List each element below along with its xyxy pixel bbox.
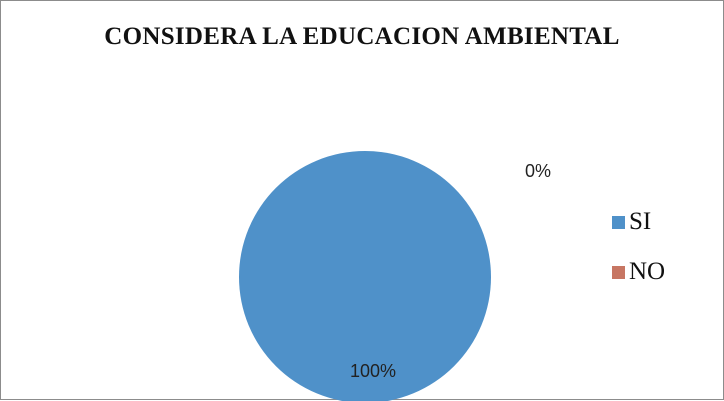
- chart-legend: SI NO: [612, 197, 665, 297]
- pie-slices: [239, 151, 491, 401]
- legend-swatch-si: [612, 215, 625, 229]
- legend-item-no: NO: [612, 247, 665, 297]
- pie-slice-si: [239, 151, 491, 401]
- chart-title: CONSIDERA LA EDUCACION AMBIENTAL: [104, 23, 620, 50]
- legend-swatch-no: [612, 265, 625, 279]
- legend-label-si: SI: [629, 208, 652, 235]
- legend-item-si: SI: [612, 197, 665, 247]
- data-label-si: 100%: [350, 361, 396, 381]
- data-label-no: 0%: [525, 161, 551, 181]
- legend-label-no: NO: [629, 258, 666, 285]
- pie-data-labels: 100% 0%: [350, 161, 551, 381]
